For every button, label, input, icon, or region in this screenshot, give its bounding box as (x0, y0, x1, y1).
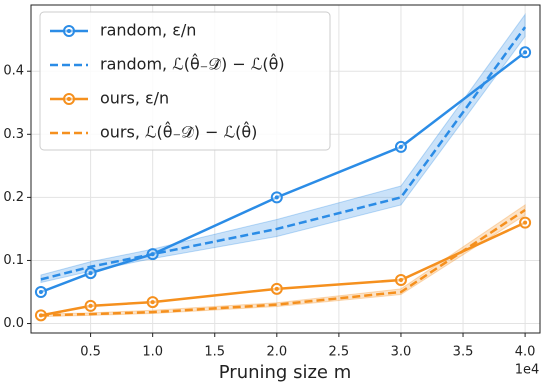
legend-box (39, 11, 331, 151)
marker-dot (523, 50, 528, 55)
legend-marker-dot (67, 97, 71, 101)
marker-dot (398, 144, 403, 149)
y-tick-label: 0.1 (3, 253, 24, 268)
x-tick-label: 2.0 (266, 345, 287, 360)
x-tick-label: 4.0 (515, 345, 536, 360)
marker-dot (274, 195, 279, 200)
legend-label: ours, ε/n (100, 89, 169, 108)
marker-dot (88, 271, 93, 276)
legend-label: ours, ℒ(θ̂₋𝒟̂) − ℒ(θ̂) (100, 122, 257, 142)
marker-dot (523, 220, 528, 225)
x-axis-label: Pruning size m (219, 362, 351, 383)
series-line (40, 221, 526, 317)
y-tick-label: 0.3 (3, 127, 24, 142)
legend-marker-dot (67, 29, 71, 33)
x-tick-label: 3.0 (391, 345, 412, 360)
y-tick-label: 0.0 (3, 316, 24, 331)
marker-dot (38, 290, 43, 294)
x-tick-label: 2.5 (329, 345, 350, 360)
y-tick-label: 0.2 (3, 190, 24, 205)
legend-label: random, ε/n (100, 21, 196, 40)
marker-dot (274, 286, 279, 291)
plot-frame (30, 4, 541, 334)
x-tick-label: 1.5 (204, 345, 225, 360)
marker-dot (398, 278, 403, 283)
legend-label: random, ℒ(θ̂₋𝒟̂) − ℒ(θ̂) (100, 54, 285, 74)
x-tick-label: 0.5 (80, 345, 101, 360)
series-line (40, 26, 527, 281)
x-tick-label: 1.0 (142, 345, 163, 360)
series-line (40, 51, 526, 294)
x-offset-label: 1e4 (515, 363, 540, 378)
marker-dot (150, 300, 155, 305)
x-tick-label: 3.5 (453, 345, 474, 360)
y-tick-label: 0.4 (3, 64, 24, 79)
confidence-band (40, 12, 526, 284)
series-line (40, 208, 526, 317)
marker-dot (88, 303, 93, 308)
